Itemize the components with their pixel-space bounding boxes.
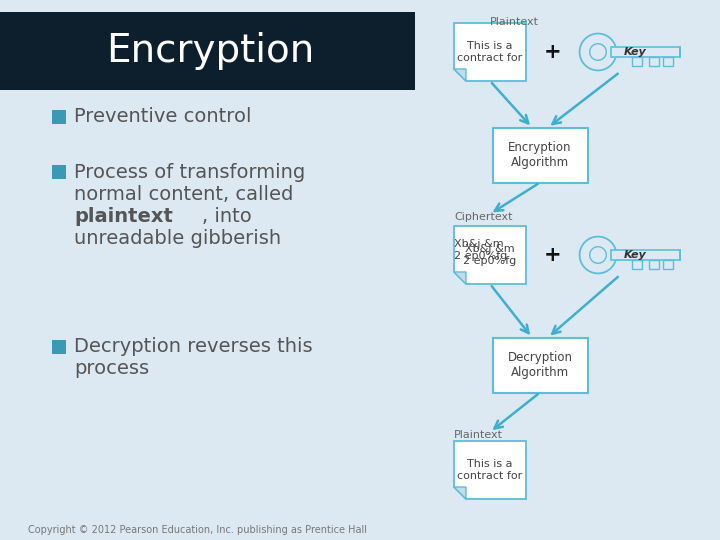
Text: Plaintext: Plaintext (454, 430, 503, 440)
Text: Xb&j &m
2 ep0%fg: Xb&j &m 2 ep0%fg (464, 244, 517, 266)
Text: Xb&j &m
2 ep0%fg: Xb&j &m 2 ep0%fg (454, 239, 508, 261)
Polygon shape (590, 44, 606, 60)
Bar (611, 250, 680, 260)
Polygon shape (580, 33, 616, 70)
Bar (662, 57, 673, 66)
Text: process: process (74, 360, 149, 379)
Text: plaintext: plaintext (74, 206, 173, 226)
Bar (649, 57, 660, 66)
Text: Decryption reverses this: Decryption reverses this (74, 338, 312, 356)
Text: +: + (544, 245, 562, 265)
Text: This is a
contract for: This is a contract for (457, 459, 523, 481)
Text: , into: , into (202, 206, 251, 226)
Polygon shape (590, 247, 606, 264)
Text: Key: Key (624, 250, 647, 260)
Text: Copyright © 2012 Pearson Education, Inc. publishing as Prentice Hall: Copyright © 2012 Pearson Education, Inc.… (28, 525, 367, 535)
Text: Key: Key (624, 47, 647, 57)
Polygon shape (454, 441, 526, 499)
Polygon shape (580, 237, 616, 273)
FancyBboxPatch shape (492, 338, 588, 393)
FancyBboxPatch shape (52, 110, 66, 124)
Bar (631, 260, 642, 269)
Text: normal content, called: normal content, called (74, 185, 293, 204)
Polygon shape (454, 69, 466, 81)
Bar (662, 260, 673, 269)
FancyBboxPatch shape (0, 12, 415, 90)
Text: +: + (544, 42, 562, 62)
Text: Encryption
Algorithm: Encryption Algorithm (508, 141, 572, 169)
Text: Process of transforming: Process of transforming (74, 163, 305, 181)
Polygon shape (454, 487, 466, 499)
Text: Encryption: Encryption (106, 32, 314, 70)
FancyBboxPatch shape (52, 340, 66, 354)
Bar (631, 57, 642, 66)
Bar (611, 47, 680, 57)
Polygon shape (454, 272, 466, 284)
Text: This is a
contract for: This is a contract for (457, 41, 523, 63)
Polygon shape (454, 226, 526, 284)
FancyBboxPatch shape (492, 127, 588, 183)
Text: Ciphertext: Ciphertext (454, 212, 513, 222)
Text: Preventive control: Preventive control (74, 107, 251, 126)
Polygon shape (454, 23, 526, 81)
FancyBboxPatch shape (52, 165, 66, 179)
Text: unreadable gibberish: unreadable gibberish (74, 228, 281, 247)
Text: Decryption
Algorithm: Decryption Algorithm (508, 351, 572, 379)
Text: Plaintext: Plaintext (490, 17, 539, 27)
Bar (649, 260, 660, 269)
